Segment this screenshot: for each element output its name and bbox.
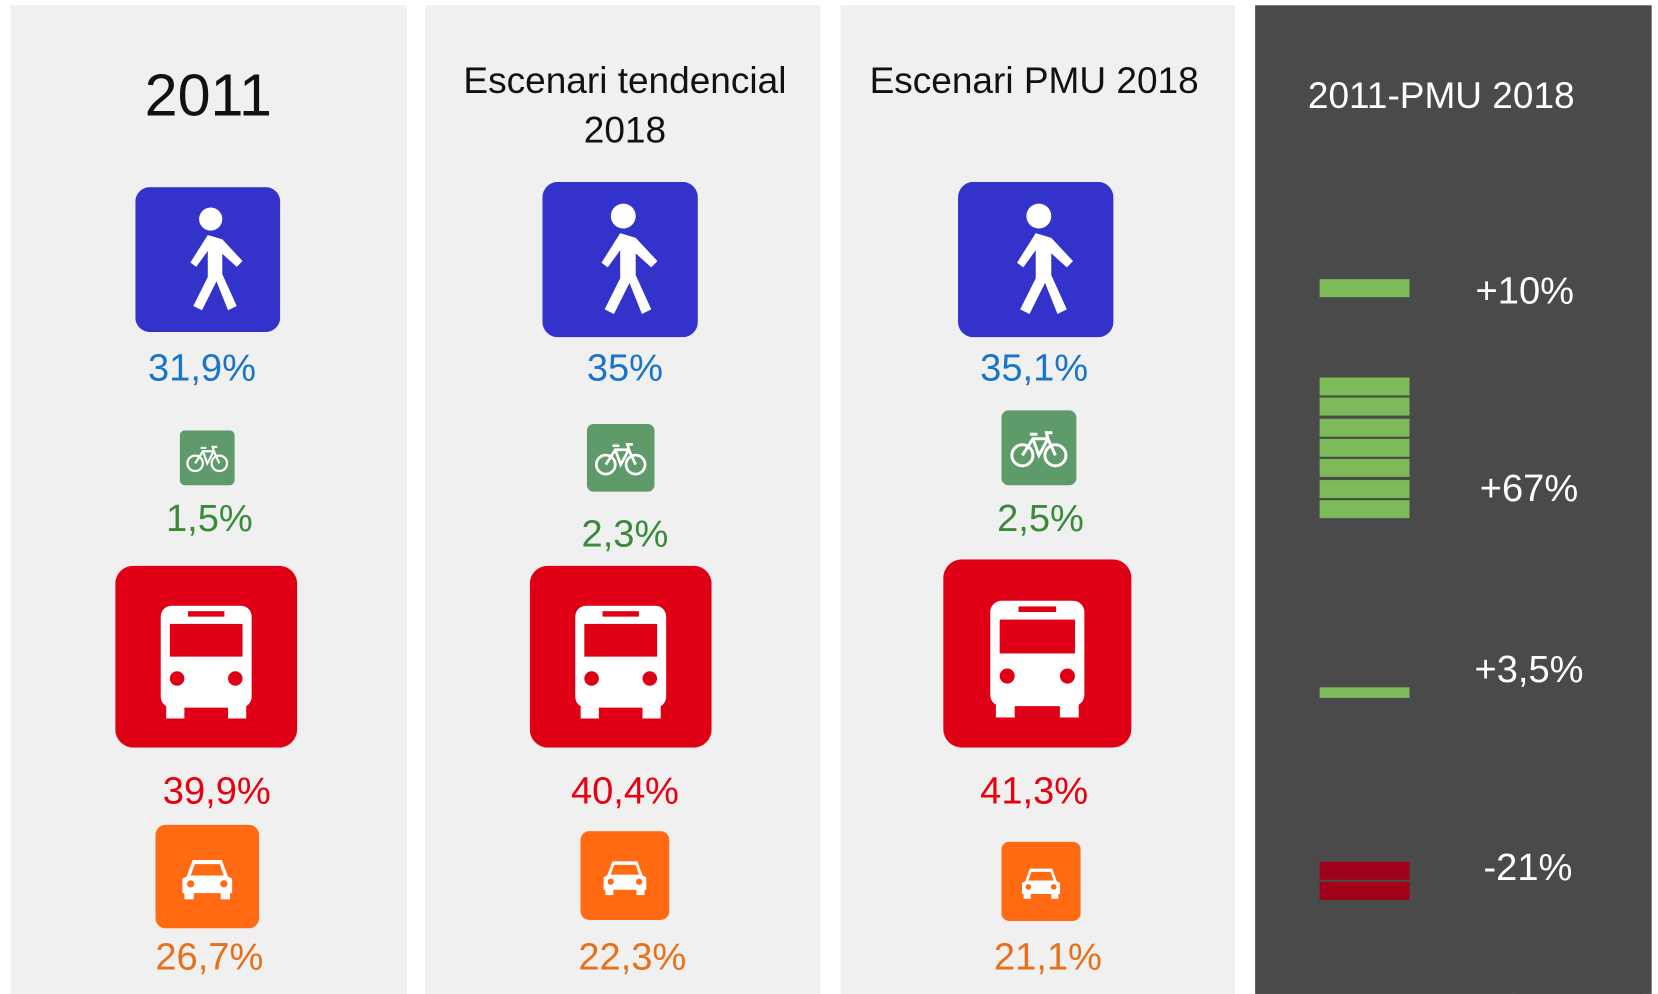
car-icon (155, 824, 260, 929)
bus-icon (115, 565, 298, 748)
panel-title: Escenari tendencial 2018 (463, 60, 787, 152)
change-bar (1319, 279, 1410, 298)
car-share: 22,3% (578, 934, 687, 979)
bike-icon (1001, 410, 1077, 486)
car-icon (1001, 841, 1081, 921)
walk-icon (542, 181, 698, 338)
change-panel (1255, 5, 1652, 994)
walk-share: 31,9% (147, 345, 256, 390)
change-bar (1319, 418, 1410, 437)
bus-share: 39,9% (162, 768, 271, 813)
walk-share: 35,1% (980, 345, 1089, 390)
panel-title: 2011 (144, 61, 272, 128)
change-bar (1319, 459, 1410, 478)
panel (425, 5, 821, 994)
car-share: 26,7% (155, 934, 264, 979)
car-icon (580, 831, 670, 920)
change-bar (1319, 687, 1410, 698)
bus-share: 40,4% (570, 768, 679, 813)
change-value: +67% (1479, 466, 1579, 510)
change-bar (1319, 479, 1410, 498)
bike-icon (179, 430, 235, 486)
walk-icon (958, 181, 1114, 338)
bike-share: 2,3% (581, 511, 669, 556)
change-bar (1319, 861, 1410, 880)
walk-share: 35% (586, 345, 664, 390)
bike-icon (586, 424, 655, 492)
change-value: +10% (1475, 268, 1574, 312)
change-value: -21% (1483, 844, 1573, 889)
bike-share: 2,5% (997, 495, 1084, 540)
change-title: 2011-PMU 2018 (1307, 75, 1575, 117)
walk-icon (135, 187, 281, 333)
bus-icon (529, 565, 712, 748)
bike-share: 1,5% (165, 495, 253, 540)
car-share: 21,1% (993, 934, 1102, 979)
change-bar (1319, 499, 1410, 518)
bus-icon (943, 559, 1132, 748)
change-value: +3,5% (1474, 647, 1584, 691)
panel (840, 5, 1236, 994)
change-bar (1319, 438, 1410, 457)
panel-title: Escenari PMU 2018 (869, 60, 1199, 102)
change-bar (1319, 881, 1410, 900)
change-bar (1319, 397, 1410, 416)
change-bar (1319, 377, 1410, 396)
bus-share: 41,3% (980, 768, 1089, 813)
